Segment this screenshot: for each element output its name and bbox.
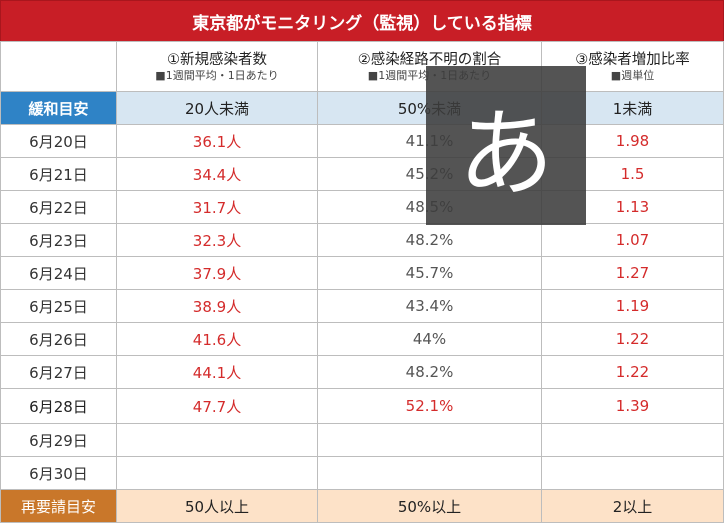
ease-threshold-row: 緩和目安 20人未満 50%未満 1未満 [0,91,724,125]
unknown-route-cell: 45.7% [317,256,542,290]
new-cases-cell: 34.4人 [116,157,318,191]
date-cell: 6月20日 [0,124,117,158]
data-rows: 6月20日36.1人41.1%1.986月21日34.4人45.2%1.56月2… [0,124,724,490]
date-cell: 6月25日 [0,289,117,323]
new-cases-cell: 36.1人 [116,124,318,158]
increase-ratio-cell: 1.22 [541,355,724,389]
table-row: 6月23日 32.3人 48.2% 1.07 [0,223,724,257]
date-cell: 6月30日 [0,456,117,490]
ease-label: 緩和目安 [0,91,117,125]
unknown-route-cell: 52.1% [317,388,542,424]
date-cell: 6月22日 [0,190,117,224]
ease-value: 20人未満 [116,91,318,125]
header-title: ③感染者増加比率 [575,51,690,68]
header-row: ①新規感染者数 ■1週間平均・1日あたり ②感染経路不明の割合 ■1週間平均・1… [0,41,724,92]
increase-ratio-cell [541,456,724,490]
header-corner [0,41,117,92]
new-cases-cell: 31.7人 [116,190,318,224]
date-cell: 6月21日 [0,157,117,191]
header-sub: ■週単位 [610,68,655,82]
increase-ratio-cell: 1.27 [541,256,724,290]
ime-hiragana-indicator: あ [426,66,586,225]
header-new-cases: ①新規感染者数 ■1週間平均・1日あたり [116,41,318,92]
unknown-route-cell [317,423,542,457]
re-request-label: 再要請目安 [0,489,117,523]
table-row: 6月26日 41.6人 44% 1.22 [0,322,724,356]
table-row: 6月24日 37.9人 45.7% 1.27 [0,256,724,290]
new-cases-cell [116,423,318,457]
new-cases-cell: 32.3人 [116,223,318,257]
unknown-route-cell: 48.2% [317,223,542,257]
increase-ratio-cell [541,423,724,457]
table-row: 6月28日 47.7人 52.1% 1.39 [0,388,724,424]
new-cases-cell: 44.1人 [116,355,318,389]
re-request-threshold-row: 再要請目安 50人以上 50%以上 2以上 [0,489,724,523]
re-request-value: 50%以上 [317,489,542,523]
re-request-value: 2以上 [541,489,724,523]
table-row: 6月30日 [0,456,724,490]
header-title: ①新規感染者数 [167,51,267,68]
table-row: 6月29日 [0,423,724,457]
increase-ratio-cell: 1.07 [541,223,724,257]
table-row: 6月25日 38.9人 43.4% 1.19 [0,289,724,323]
increase-ratio-cell: 1.39 [541,388,724,424]
header-title: ②感染経路不明の割合 [357,51,502,68]
new-cases-cell: 47.7人 [116,388,318,424]
date-cell: 6月28日 [0,388,117,424]
new-cases-cell: 41.6人 [116,322,318,356]
new-cases-cell: 38.9人 [116,289,318,323]
new-cases-cell [116,456,318,490]
date-cell: 6月23日 [0,223,117,257]
header-sub: ■1週間平均・1日あたり [155,68,279,82]
re-request-value: 50人以上 [116,489,318,523]
unknown-route-cell: 48.2% [317,355,542,389]
date-cell: 6月27日 [0,355,117,389]
unknown-route-cell: 44% [317,322,542,356]
increase-ratio-cell: 1.22 [541,322,724,356]
table-title: 東京都がモニタリング（監視）している指標 [0,0,724,42]
indicator-table: ①新規感染者数 ■1週間平均・1日あたり ②感染経路不明の割合 ■1週間平均・1… [0,41,724,523]
new-cases-cell: 37.9人 [116,256,318,290]
increase-ratio-cell: 1.19 [541,289,724,323]
date-cell: 6月29日 [0,423,117,457]
unknown-route-cell [317,456,542,490]
table-row: 6月27日 44.1人 48.2% 1.22 [0,355,724,389]
date-cell: 6月24日 [0,256,117,290]
unknown-route-cell: 43.4% [317,289,542,323]
date-cell: 6月26日 [0,322,117,356]
